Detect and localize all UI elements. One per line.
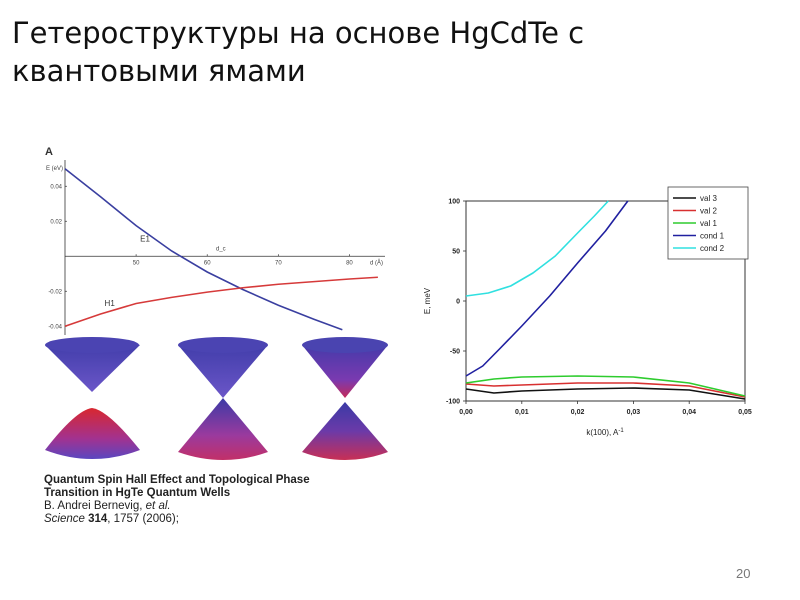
left-axis-ticks: 50 60 70 80 0.04 0.02 -0.02 -0.04 — [48, 184, 353, 330]
citation-authors: B. Andrei Bernevig, et al. — [44, 500, 384, 513]
left-series: E1 H1 — [64, 168, 378, 331]
y-tick-label: 0.04 — [50, 184, 62, 190]
citation-etal: et al. — [145, 500, 171, 512]
cone-1-valence — [45, 408, 140, 459]
x-tick-label: 0,05 — [738, 409, 752, 416]
series-line-h1 — [64, 276, 378, 328]
y-tick-label: 100 — [448, 199, 460, 206]
y-tick-label: -0.04 — [48, 324, 62, 330]
right-series — [465, 200, 746, 400]
citation-reference: Science 314, 1757 (2006); — [44, 513, 384, 526]
left-chart: A E (eV) d (Å) d_c 50 60 70 80 0.04 0.02 -0.02… — [45, 146, 385, 335]
panel-label: A — [45, 146, 53, 158]
x-tick-label: 0,00 — [459, 409, 473, 416]
x-tick-label: 60 — [204, 260, 211, 266]
citation-author-name: B. Andrei Bernevig, — [44, 500, 146, 512]
cone-2-valence — [178, 398, 268, 460]
x-tick-label: 0,04 — [682, 409, 696, 416]
citation-title-line-1: Quantum Spin Hall Effect and Topological… — [44, 474, 310, 486]
x-tick-label: 70 — [275, 260, 282, 266]
x-tick-label: 0,01 — [515, 409, 529, 416]
cone-3-valence — [302, 402, 388, 460]
y-tick-label: -0.02 — [48, 289, 62, 295]
cone-3-conduction-rim — [302, 337, 388, 353]
y-tick-label: -100 — [446, 399, 460, 406]
series-line-val-1 — [465, 375, 746, 397]
series-line-e1 — [64, 168, 343, 331]
legend-label: val 1 — [700, 219, 717, 228]
legend-label: val 2 — [700, 207, 717, 216]
citation-pages-year: , 1757 (2006); — [107, 513, 179, 525]
x-tick-label: 50 — [133, 260, 140, 266]
cone-2-conduction-rim — [178, 337, 268, 353]
legend-label: cond 1 — [700, 232, 725, 241]
citation: Quantum Spin Hall Effect and Topological… — [44, 474, 384, 526]
series-label-e1: E1 — [140, 235, 150, 244]
legend-label: val 3 — [700, 194, 717, 203]
series-label-h1: H1 — [105, 299, 116, 308]
series-line-val-3 — [465, 387, 746, 400]
cone-2-conduction — [178, 337, 268, 398]
critical-width-label: d_c — [216, 246, 226, 252]
y-axis-label: E, meV — [423, 287, 432, 314]
series-line-val-2 — [465, 382, 746, 398]
y-tick-label: 0.02 — [50, 219, 62, 225]
y-tick-label: 0 — [456, 299, 460, 306]
slide-title-line-2: квантовыми ямами — [12, 54, 306, 88]
y-axis-label: E (eV) — [46, 166, 63, 172]
x-tick-label: 0,03 — [627, 409, 641, 416]
legend-label: cond 2 — [700, 244, 725, 253]
right-chart: 0,00 0,01 0,02 0,03 0,04 0,05 100 50 0 -50 -100 E,… — [423, 186, 752, 437]
slide-title-line-1: Гетероструктуры на основе HgCdTe с — [12, 16, 585, 50]
slide-title: Гетероструктуры на основе HgCdTe с квант… — [12, 14, 585, 90]
x-tick-label: 80 — [346, 260, 353, 266]
y-tick-label: 50 — [452, 249, 460, 256]
y-tick-label: -50 — [450, 349, 460, 356]
right-figure: 0,00 0,01 0,02 0,03 0,04 0,05 100 50 0 -50 -100 E,… — [423, 186, 752, 437]
legend: val 3 val 2 val 1 cond 1 cond 2 — [667, 186, 749, 260]
x-axis-label: d (Å) — [370, 259, 383, 266]
right-axis-ticks: 0,00 0,01 0,02 0,03 0,04 0,05 100 50 0 -50 -100 — [446, 199, 752, 417]
x-axis-label-text: k(100), A — [586, 428, 619, 437]
x-axis-label-exponent: -1 — [618, 428, 624, 434]
cone-3-conduction — [302, 337, 388, 398]
citation-title-line-2: Transition in HgTe Quantum Wells — [44, 487, 231, 499]
x-tick-label: 0,02 — [571, 409, 585, 416]
dispersion-cones — [45, 337, 388, 460]
citation-journal: Science — [44, 513, 89, 525]
citation-volume: 314 — [88, 513, 108, 525]
x-axis-label: k(100), A-1 — [586, 428, 624, 437]
series-line-cond-1 — [465, 200, 629, 377]
left-figure: A E (eV) d (Å) d_c 50 60 70 80 0.04 0.02 -0.02… — [45, 146, 388, 460]
series-line-cond-2 — [465, 200, 609, 297]
cone-1-conduction-rim — [45, 337, 139, 353]
page-number: 20 — [736, 566, 751, 581]
